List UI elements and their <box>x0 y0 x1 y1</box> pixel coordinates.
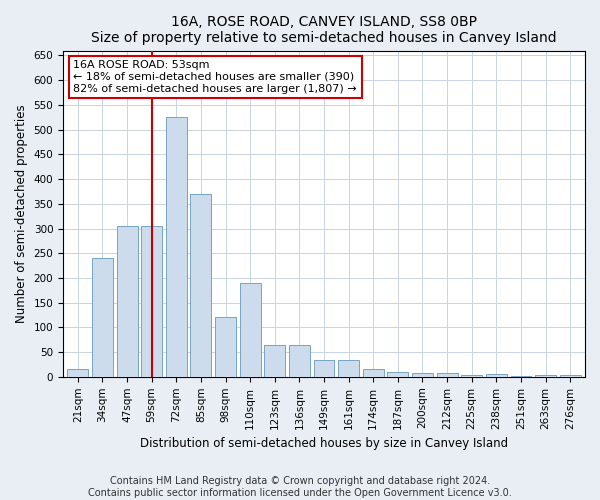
Y-axis label: Number of semi-detached properties: Number of semi-detached properties <box>15 104 28 323</box>
Bar <box>511 376 532 377</box>
Bar <box>338 360 359 377</box>
Bar <box>215 318 236 377</box>
Bar <box>265 344 285 377</box>
X-axis label: Distribution of semi-detached houses by size in Canvey Island: Distribution of semi-detached houses by … <box>140 437 508 450</box>
Bar <box>239 283 260 377</box>
Bar <box>92 258 113 377</box>
Bar <box>437 373 458 377</box>
Title: 16A, ROSE ROAD, CANVEY ISLAND, SS8 0BP
Size of property relative to semi-detache: 16A, ROSE ROAD, CANVEY ISLAND, SS8 0BP S… <box>91 15 557 45</box>
Bar <box>314 360 334 377</box>
Text: 16A ROSE ROAD: 53sqm
← 18% of semi-detached houses are smaller (390)
82% of semi: 16A ROSE ROAD: 53sqm ← 18% of semi-detac… <box>73 60 357 94</box>
Bar <box>486 374 507 377</box>
Bar <box>116 226 137 377</box>
Bar <box>166 118 187 377</box>
Bar <box>535 376 556 377</box>
Bar <box>412 373 433 377</box>
Bar <box>289 344 310 377</box>
Bar <box>141 226 162 377</box>
Text: Contains HM Land Registry data © Crown copyright and database right 2024.
Contai: Contains HM Land Registry data © Crown c… <box>88 476 512 498</box>
Bar <box>461 376 482 377</box>
Bar <box>363 370 384 377</box>
Bar <box>388 372 409 377</box>
Bar <box>190 194 211 377</box>
Bar <box>67 370 88 377</box>
Bar <box>560 376 581 377</box>
